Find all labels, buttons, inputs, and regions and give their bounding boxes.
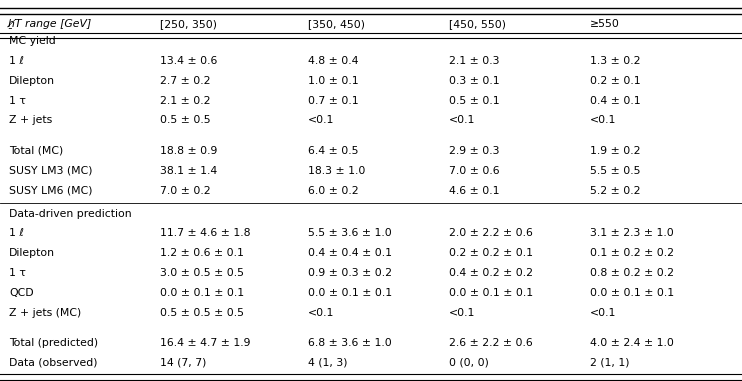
Text: 0.7 ± 0.1: 0.7 ± 0.1 — [308, 96, 358, 106]
Text: 5.5 ± 3.6 ± 1.0: 5.5 ± 3.6 ± 1.0 — [308, 228, 392, 239]
Text: 0 (0, 0): 0 (0, 0) — [449, 358, 489, 368]
Text: Z + jets (MC): Z + jets (MC) — [9, 307, 81, 318]
Text: 1 τ: 1 τ — [9, 268, 26, 278]
Text: 1.0 ± 0.1: 1.0 ± 0.1 — [308, 76, 358, 86]
Text: <0.1: <0.1 — [590, 115, 617, 125]
Text: Total (MC): Total (MC) — [9, 146, 63, 156]
Text: SUSY LM3 (MC): SUSY LM3 (MC) — [9, 166, 93, 176]
Text: 2.1 ± 0.3: 2.1 ± 0.3 — [449, 56, 499, 66]
Text: 2.1 ± 0.2: 2.1 ± 0.2 — [160, 96, 210, 106]
Text: 0.1 ± 0.2 ± 0.2: 0.1 ± 0.2 ± 0.2 — [590, 248, 674, 258]
Text: 0.8 ± 0.2 ± 0.2: 0.8 ± 0.2 ± 0.2 — [590, 268, 674, 278]
Text: 2 (1, 1): 2 (1, 1) — [590, 358, 629, 368]
Text: [450, 550): [450, 550) — [449, 19, 506, 29]
Text: 0.2 ± 0.2 ± 0.1: 0.2 ± 0.2 ± 0.1 — [449, 248, 533, 258]
Text: 6.4 ± 0.5: 6.4 ± 0.5 — [308, 146, 358, 156]
Text: 3.1 ± 2.3 ± 1.0: 3.1 ± 2.3 ± 1.0 — [590, 228, 674, 239]
Text: 0.5 ± 0.5 ± 0.5: 0.5 ± 0.5 ± 0.5 — [160, 307, 243, 318]
Text: Z + jets: Z + jets — [9, 115, 52, 125]
Text: SUSY LM6 (MC): SUSY LM6 (MC) — [9, 186, 93, 195]
Text: 7.0 ± 0.6: 7.0 ± 0.6 — [449, 166, 499, 176]
Text: <0.1: <0.1 — [308, 115, 335, 125]
Text: 0.4 ± 0.4 ± 0.1: 0.4 ± 0.4 ± 0.1 — [308, 248, 392, 258]
Text: Dilepton: Dilepton — [9, 76, 55, 86]
Text: 0.5 ± 0.5: 0.5 ± 0.5 — [160, 115, 210, 125]
Text: <0.1: <0.1 — [449, 307, 476, 318]
Text: 0.3 ± 0.1: 0.3 ± 0.1 — [449, 76, 499, 86]
Text: [350, 450): [350, 450) — [308, 19, 365, 29]
Text: MC yield: MC yield — [9, 36, 56, 46]
Text: 0.2 ± 0.1: 0.2 ± 0.1 — [590, 76, 640, 86]
Text: 4.0 ± 2.4 ± 1.0: 4.0 ± 2.4 ± 1.0 — [590, 338, 674, 348]
Text: <0.1: <0.1 — [308, 307, 335, 318]
Text: 0.4 ± 0.1: 0.4 ± 0.1 — [590, 96, 640, 106]
Text: ẖ̸T range [GeV]: ẖ̸T range [GeV] — [9, 19, 92, 29]
Text: 5.2 ± 0.2: 5.2 ± 0.2 — [590, 186, 640, 195]
Text: 18.3 ± 1.0: 18.3 ± 1.0 — [308, 166, 365, 176]
Text: 0.9 ± 0.3 ± 0.2: 0.9 ± 0.3 ± 0.2 — [308, 268, 392, 278]
Text: ≥550: ≥550 — [590, 19, 620, 29]
Text: 11.7 ± 4.6 ± 1.8: 11.7 ± 4.6 ± 1.8 — [160, 228, 250, 239]
Text: 16.4 ± 4.7 ± 1.9: 16.4 ± 4.7 ± 1.9 — [160, 338, 250, 348]
Text: 4 (1, 3): 4 (1, 3) — [308, 358, 347, 368]
Text: 0.0 ± 0.1 ± 0.1: 0.0 ± 0.1 ± 0.1 — [449, 288, 533, 298]
Text: 2.7 ± 0.2: 2.7 ± 0.2 — [160, 76, 210, 86]
Text: 4.8 ± 0.4: 4.8 ± 0.4 — [308, 56, 358, 66]
Text: 1.9 ± 0.2: 1.9 ± 0.2 — [590, 146, 640, 156]
Text: 1 τ: 1 τ — [9, 96, 26, 106]
Text: Data-driven prediction: Data-driven prediction — [9, 208, 131, 219]
Text: 14 (7, 7): 14 (7, 7) — [160, 358, 206, 368]
Text: 3.0 ± 0.5 ± 0.5: 3.0 ± 0.5 ± 0.5 — [160, 268, 243, 278]
Text: 0.4 ± 0.2 ± 0.2: 0.4 ± 0.2 ± 0.2 — [449, 268, 533, 278]
Text: 4.6 ± 0.1: 4.6 ± 0.1 — [449, 186, 499, 195]
Text: 1.2 ± 0.6 ± 0.1: 1.2 ± 0.6 ± 0.1 — [160, 248, 243, 258]
Text: 0.5 ± 0.1: 0.5 ± 0.1 — [449, 96, 499, 106]
Text: 2.6 ± 2.2 ± 0.6: 2.6 ± 2.2 ± 0.6 — [449, 338, 533, 348]
Text: 1.3 ± 0.2: 1.3 ± 0.2 — [590, 56, 640, 66]
Text: QCD: QCD — [9, 288, 33, 298]
Text: <0.1: <0.1 — [590, 307, 617, 318]
Text: 0.0 ± 0.1 ± 0.1: 0.0 ± 0.1 ± 0.1 — [590, 288, 674, 298]
Text: 18.8 ± 0.9: 18.8 ± 0.9 — [160, 146, 217, 156]
Text: 1 ℓ: 1 ℓ — [9, 56, 24, 66]
Text: 13.4 ± 0.6: 13.4 ± 0.6 — [160, 56, 217, 66]
Text: Dilepton: Dilepton — [9, 248, 55, 258]
Text: 2.0 ± 2.2 ± 0.6: 2.0 ± 2.2 ± 0.6 — [449, 228, 533, 239]
Text: 0.0 ± 0.1 ± 0.1: 0.0 ± 0.1 ± 0.1 — [308, 288, 392, 298]
Text: 1 ℓ: 1 ℓ — [9, 228, 24, 239]
Text: 2.9 ± 0.3: 2.9 ± 0.3 — [449, 146, 499, 156]
Text: Total (predicted): Total (predicted) — [9, 338, 98, 348]
Text: 6.8 ± 3.6 ± 1.0: 6.8 ± 3.6 ± 1.0 — [308, 338, 392, 348]
Text: 5.5 ± 0.5: 5.5 ± 0.5 — [590, 166, 640, 176]
Text: 6.0 ± 0.2: 6.0 ± 0.2 — [308, 186, 358, 195]
Text: [250, 350): [250, 350) — [160, 19, 217, 29]
Text: Data (observed): Data (observed) — [9, 358, 97, 368]
Text: 38.1 ± 1.4: 38.1 ± 1.4 — [160, 166, 217, 176]
Text: <0.1: <0.1 — [449, 115, 476, 125]
Text: 0.0 ± 0.1 ± 0.1: 0.0 ± 0.1 ± 0.1 — [160, 288, 243, 298]
Text: 7.0 ± 0.2: 7.0 ± 0.2 — [160, 186, 210, 195]
